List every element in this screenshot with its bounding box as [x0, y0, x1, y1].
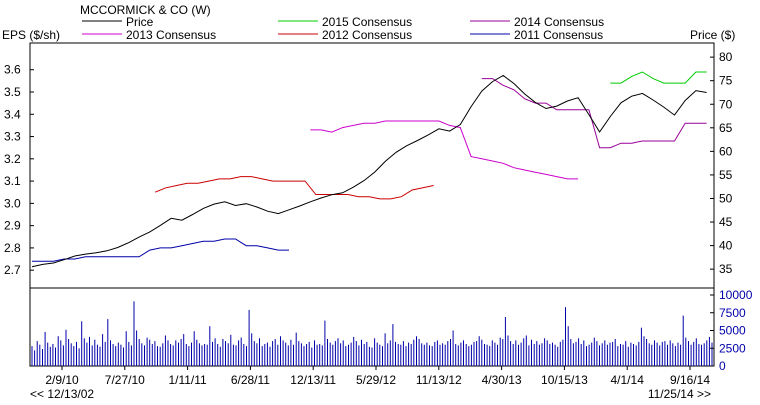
left-axis: 2.7 2.8 2.9 3.0 3.1 3.2 3.3 3.4 3.5 3.6	[4, 63, 34, 277]
series-line-2011-consensus	[32, 238, 289, 262]
x-tick-label-1: 7/27/10	[105, 373, 145, 387]
legend-label-1: 2015 Consensus	[322, 15, 412, 29]
series-line-2013-consensus	[310, 120, 579, 180]
volume-axis: 0 2500 5000 7500 10000	[710, 288, 753, 373]
right-tick-label-2: 45	[719, 215, 733, 229]
series-line-price	[31, 74, 707, 268]
x-tick-label-10: 9/16/14	[670, 373, 710, 387]
legend-label-3: 2013 Consensus	[126, 28, 216, 42]
x-tick-label-7: 4/30/13	[482, 373, 522, 387]
x-axis: 2/9/10 7/27/10 1/11/11 6/28/11 12/13/11 5/29/…	[45, 366, 710, 387]
legend: Price 2015 Consensus 2014 Consensus 2013 Co…	[82, 15, 604, 42]
left-tick-label-5: 3.2	[4, 152, 21, 166]
left-tick-label-6: 3.3	[4, 130, 21, 144]
volume-tick-label-2: 5000	[719, 324, 746, 338]
left-tick-label-9: 3.6	[4, 63, 21, 77]
right-tick-label-7: 70	[719, 97, 733, 111]
series-line-2012-consensus	[154, 176, 434, 200]
series-line-2015-consensus	[610, 71, 707, 84]
volume-tick-label-0: 0	[719, 359, 726, 373]
right-tick-label-1: 40	[719, 239, 733, 253]
x-tick-label-5: 5/29/12	[356, 373, 396, 387]
right-axis: 35 40 45 50 55 60 65 70 75 80	[710, 50, 733, 276]
volume-tick-label-4: 10000	[719, 288, 753, 302]
left-tick-label-8: 3.5	[4, 85, 21, 99]
left-tick-label-7: 3.4	[4, 107, 21, 121]
volume-tick-label-3: 7500	[719, 306, 746, 320]
series-line-2014-consensus	[481, 78, 707, 149]
right-tick-label-8: 75	[719, 74, 733, 88]
left-tick-label-4: 3.1	[4, 174, 21, 188]
right-tick-label-0: 35	[719, 262, 733, 276]
left-tick-label-3: 3.0	[4, 196, 21, 210]
x-tick-label-9: 4/1/14	[611, 373, 645, 387]
left-tick-label-0: 2.7	[4, 263, 21, 277]
chart-title: MCCORMICK & CO (W)	[80, 3, 211, 17]
right-axis-label: Price ($)	[690, 28, 735, 42]
left-tick-label-1: 2.8	[4, 241, 21, 255]
right-tick-label-4: 55	[719, 168, 733, 182]
nav-end-link[interactable]: 11/25/14 >>	[648, 387, 711, 401]
legend-label-4: 2012 Consensus	[322, 28, 412, 42]
left-tick-label-2: 2.9	[4, 219, 21, 233]
left-axis-label: EPS ($/sh)	[2, 28, 60, 42]
legend-label-2: 2014 Consensus	[514, 15, 604, 29]
x-tick-label-8: 10/15/13	[541, 373, 588, 387]
right-tick-label-9: 80	[719, 50, 733, 64]
x-tick-label-3: 6/28/11	[231, 373, 270, 387]
series-lines	[31, 71, 707, 268]
legend-label-0: Price	[126, 15, 154, 29]
plot-frame	[29, 42, 715, 367]
volume-bars	[31, 301, 713, 366]
right-tick-label-5: 60	[719, 144, 733, 158]
x-tick-label-6: 11/13/12	[416, 373, 462, 387]
volume-tick-label-1: 2500	[719, 341, 746, 355]
x-tick-label-2: 1/11/11	[168, 373, 207, 387]
right-tick-label-6: 65	[719, 121, 733, 135]
x-tick-label-0: 2/9/10	[45, 373, 79, 387]
right-tick-label-3: 50	[719, 191, 733, 205]
legend-label-5: 2011 Consensus	[514, 28, 603, 42]
nav-start-link[interactable]: << 12/13/02	[30, 387, 94, 401]
x-tick-label-4: 12/13/11	[290, 373, 336, 387]
